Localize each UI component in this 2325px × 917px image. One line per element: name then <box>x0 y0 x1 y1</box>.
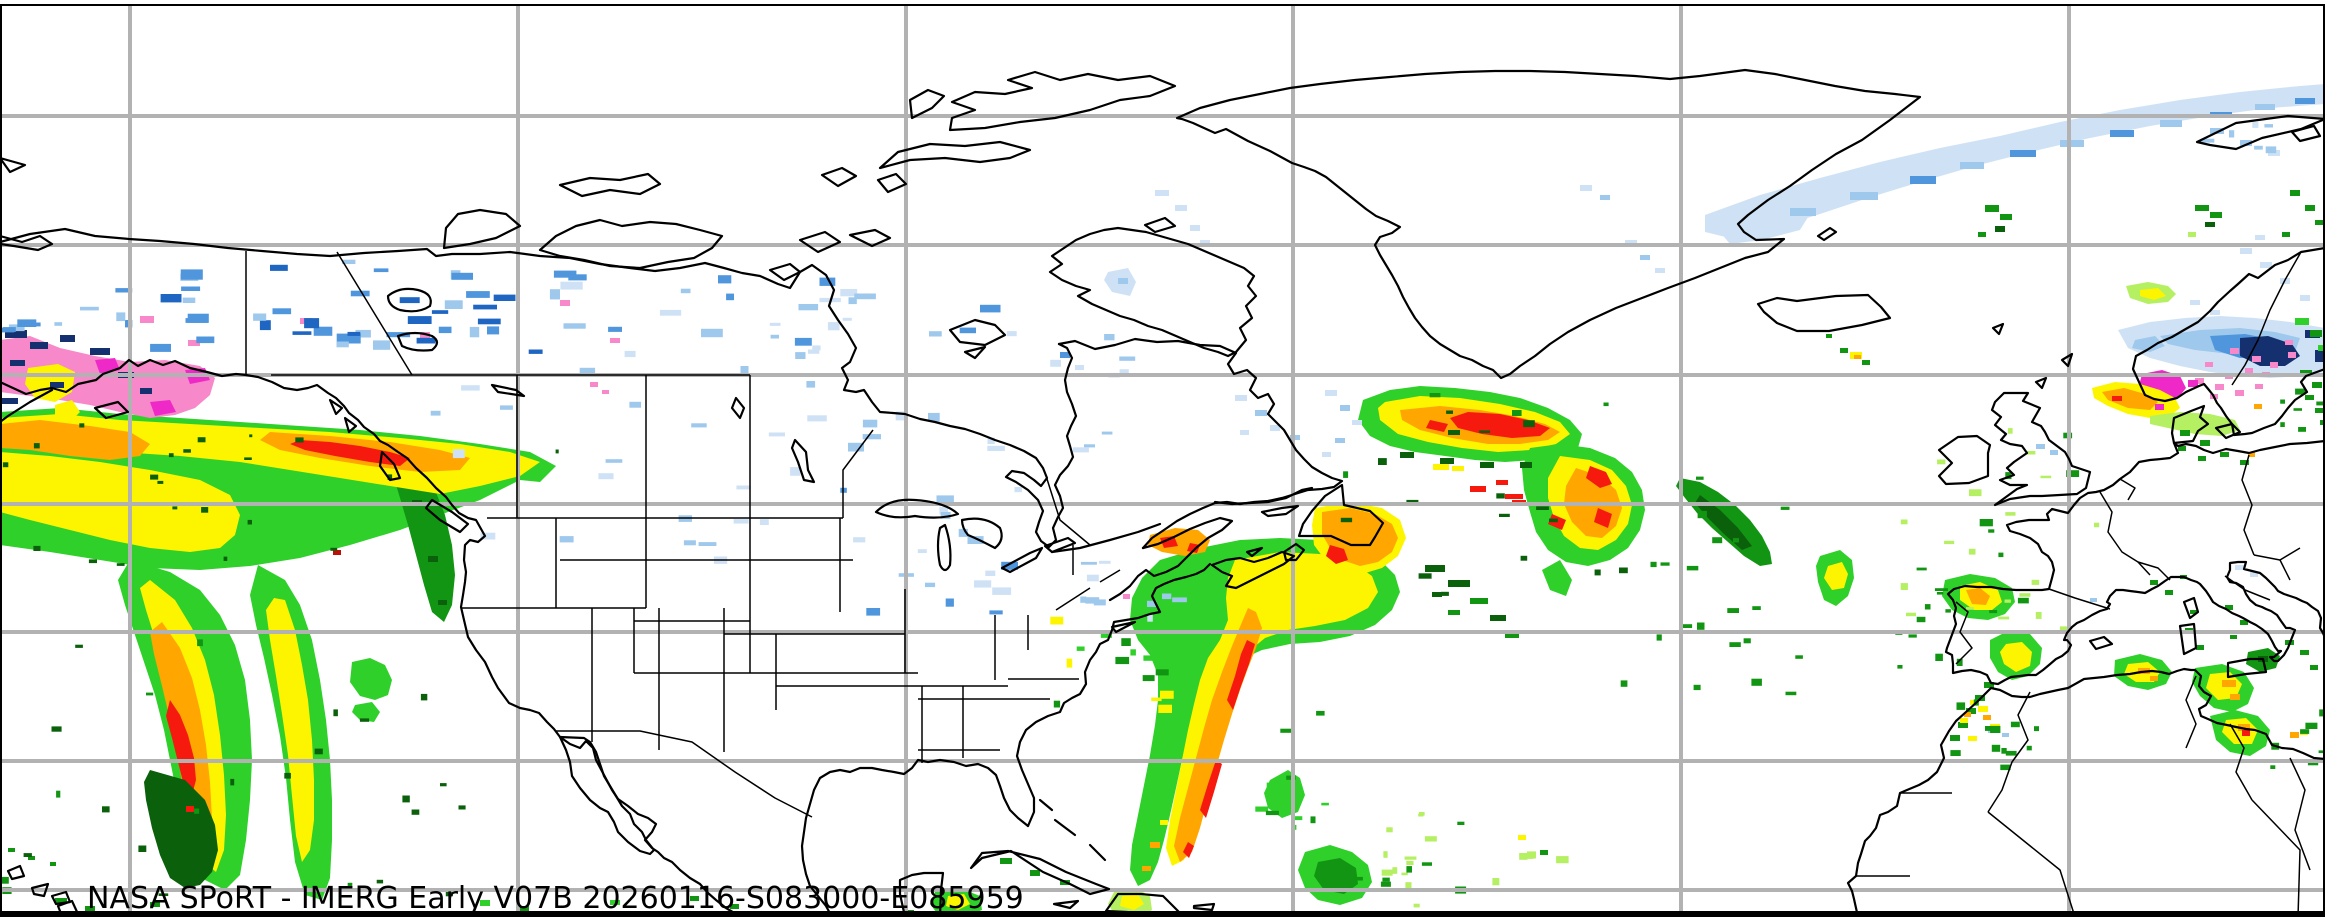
footer-label: NASA SPoRT - IMERG Early V07B 20260116-S… <box>87 881 1024 916</box>
coastline-layer <box>0 68 2325 917</box>
political-borders-layer <box>245 251 2311 917</box>
graticule-gridlines <box>2 5 2323 912</box>
map-frame <box>0 4 2325 917</box>
